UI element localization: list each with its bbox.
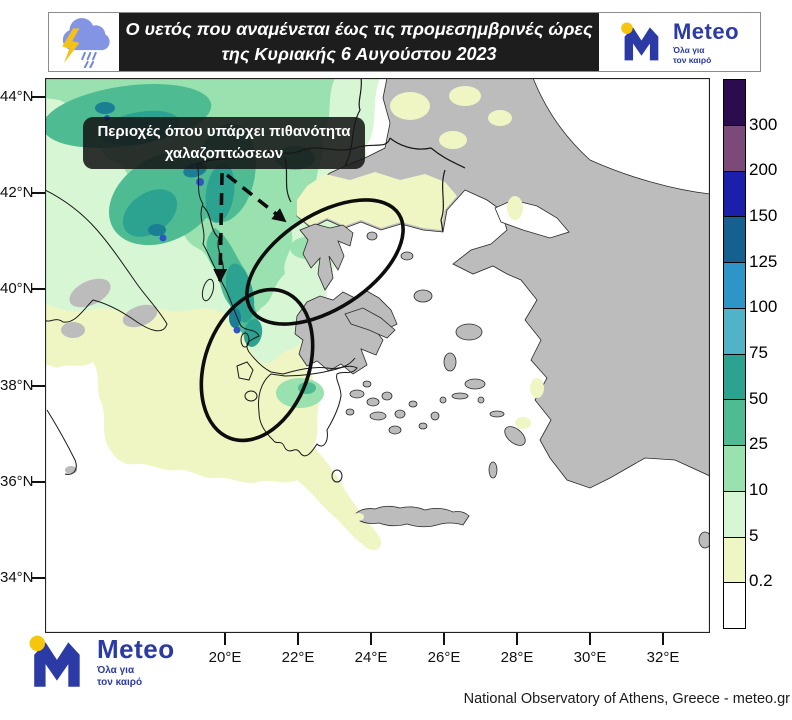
meteo-logo-bottom: Meteo Όλα για τον καιρό — [28, 634, 175, 689]
colorbar-label: 100 — [749, 297, 778, 316]
lat-tick — [32, 385, 45, 387]
lon-tick — [662, 633, 664, 645]
title-line-2: της Κυριακής 6 Αυγούστου 2023 — [221, 44, 497, 64]
lon-tick-label: 30°E — [573, 649, 607, 666]
colorbar-segment — [724, 490, 745, 537]
storm-icon-cell — [49, 13, 119, 71]
colorbar-label: 0.2 — [749, 571, 773, 590]
hail-ellipse-north — [245, 198, 405, 326]
header-box: Ο υετός που αναμένεται έως τις προμεσημβ… — [48, 12, 761, 72]
colorbar-segment — [724, 262, 745, 308]
colorbar-segment — [724, 399, 745, 445]
lat-tick — [32, 481, 45, 483]
colorbar-segment — [724, 582, 745, 628]
meteo-m-icon — [621, 22, 659, 61]
colorbar-label: 150 — [749, 206, 778, 225]
lat-tick-label: 34°N — [0, 569, 34, 586]
meteo-tagline-line1: Όλα για — [97, 665, 135, 676]
lon-tick — [370, 633, 372, 645]
lon-tick-label: 32°E — [646, 649, 680, 666]
colorbar-label: 50 — [749, 389, 768, 408]
colorbar-segment — [724, 124, 745, 171]
arrow-to-north-ellipse — [225, 173, 287, 223]
lat-tick-label: 40°N — [0, 280, 34, 297]
lon-tick — [589, 633, 591, 645]
meteo-tagline-line2: τον καιρό — [97, 677, 143, 688]
lon-tick — [297, 633, 299, 645]
annotation-line-1: Περιοχές όπου υπάρχει πιθανότητα — [97, 122, 351, 140]
colorbar-label: 125 — [749, 252, 778, 271]
colorbar — [723, 79, 746, 629]
lat-tick-label: 36°N — [0, 473, 34, 490]
meteo-logo-top: Meteo Όλα για τον καιρό — [599, 13, 760, 71]
lon-tick-label: 24°E — [354, 649, 388, 666]
colorbar-segment — [724, 353, 745, 400]
colorbar-label: 200 — [749, 160, 778, 179]
hail-ellipse-west — [199, 287, 315, 443]
lat-tick — [32, 96, 45, 98]
lon-tick — [443, 633, 445, 645]
attribution-text: National Observatory of Athens, Greece -… — [463, 691, 790, 707]
colorbar-segment — [724, 445, 745, 491]
lat-tick-label: 42°N — [0, 184, 34, 201]
annotation-arrows — [213, 172, 287, 283]
colorbar-label: 300 — [749, 115, 778, 134]
lon-tick-label: 20°E — [208, 649, 242, 666]
colorbar-label: 5 — [749, 526, 759, 545]
lon-tick-label: 26°E — [427, 649, 461, 666]
lon-tick-label: 28°E — [500, 649, 534, 666]
lon-tick-label: 22°E — [281, 649, 315, 666]
lat-tick — [32, 288, 45, 290]
colorbar-segment — [724, 216, 745, 262]
hail-risk-ellipses — [199, 198, 405, 443]
land-areas — [61, 78, 710, 549]
lon-tick — [516, 633, 518, 645]
colorbar-segment — [724, 536, 745, 583]
lat-tick-label: 44°N — [0, 88, 34, 105]
meteo-wordmark: Meteo — [672, 18, 740, 44]
colorbar-segment — [724, 307, 745, 354]
meteo-tagline-line1: Όλα για — [672, 44, 705, 55]
colorbar-label: 25 — [749, 434, 768, 453]
arrow-to-west-ellipse — [213, 172, 228, 283]
annotation-line-2: χαλαζοπτώσεων — [164, 145, 284, 162]
title-line-1: Ο υετός που αναμένεται έως τις προμεσημβ… — [125, 19, 593, 39]
colorbar-segment — [724, 80, 745, 125]
colorbar-label: 75 — [749, 343, 768, 362]
meteo-m-icon — [29, 635, 80, 687]
colorbar-segment — [724, 170, 745, 217]
lat-tick — [32, 192, 45, 194]
colorbar-label: 10 — [749, 480, 768, 499]
title-banner: Ο υετός που αναμένεται έως τις προμεσημβ… — [119, 13, 599, 71]
lat-tick-label: 38°N — [0, 377, 34, 394]
annotation-box: Περιοχές όπου υπάρχει πιθανότητα χαλαζοπ… — [83, 117, 365, 169]
lon-tick — [224, 633, 226, 645]
meteo-wordmark: Meteo — [97, 634, 175, 664]
lat-tick — [32, 577, 45, 579]
map-frame — [45, 78, 710, 633]
storm-cloud-lightning-rain-icon — [62, 18, 110, 68]
meteo-tagline-line2: τον καιρό — [672, 55, 712, 65]
